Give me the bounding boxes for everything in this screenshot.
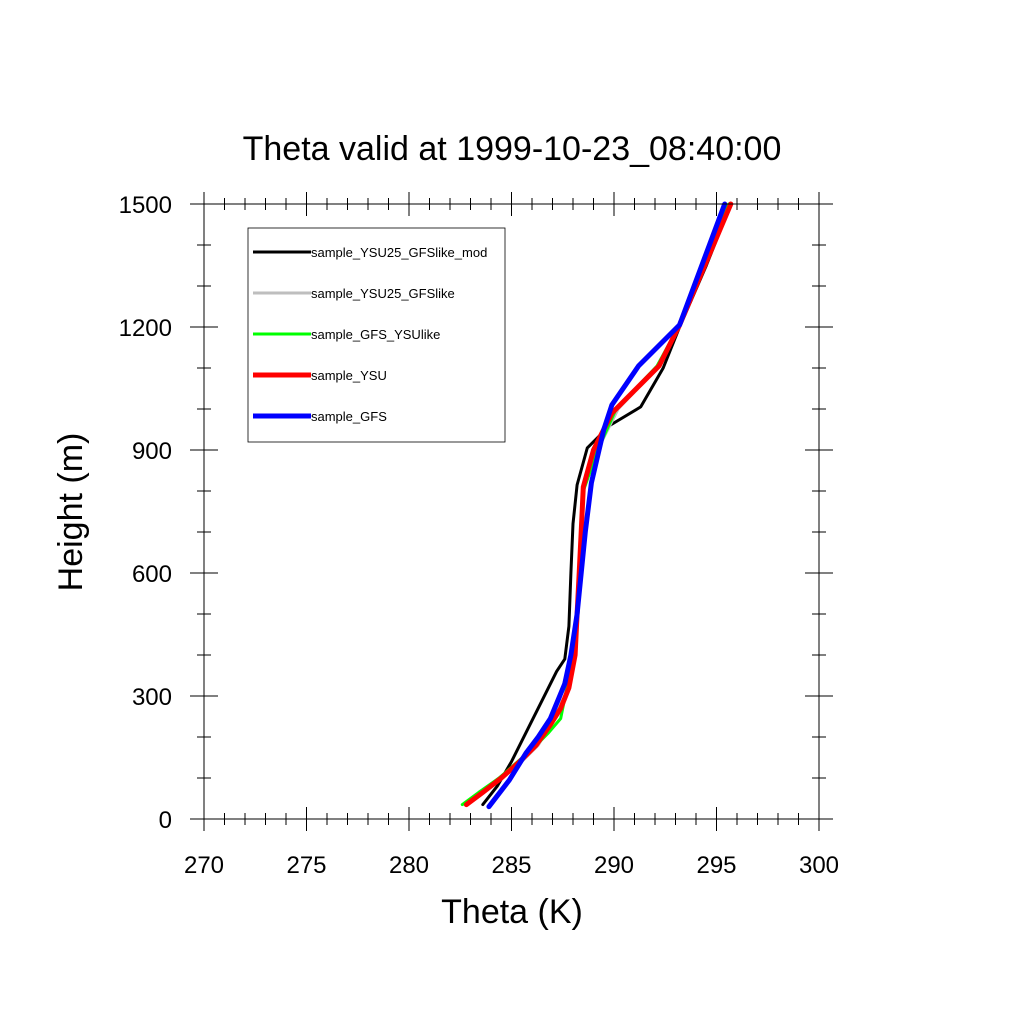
legend-label: sample_GFS_YSUlike: [311, 327, 440, 342]
legend-label: sample_YSU25_GFSlike_mod: [311, 245, 487, 260]
y-tick-label: 1200: [119, 315, 172, 342]
y-tick-label: 1500: [119, 192, 172, 219]
x-tick-label: 295: [696, 852, 736, 879]
y-tick-label: 0: [159, 807, 172, 834]
legend-label: sample_YSU: [311, 368, 387, 383]
series-line-sample_YSU25_GFSlike_mod: [481, 202, 733, 807]
legend: sample_YSU25_GFSlike_mod sample_YSU25_GFS…: [247, 227, 506, 443]
x-axis-title: Theta (K): [441, 893, 583, 931]
plot-series: [460, 201, 734, 810]
x-tick-label: 270: [184, 852, 224, 879]
x-tick-label: 280: [389, 852, 429, 879]
x-tick-label: 285: [491, 852, 531, 879]
y-tick-label: 600: [132, 561, 172, 588]
y-tick-label: 300: [132, 684, 172, 711]
x-tick-label: 290: [594, 852, 634, 879]
y-tick-label: 900: [132, 438, 172, 465]
x-tick-label: 275: [286, 852, 326, 879]
x-tick-label: 300: [799, 852, 839, 879]
axis-tick-labels: 270 275 280 285 290 295 300 0 300 600 900 1200 1500: [119, 192, 839, 879]
series-line-sample_GFS: [486, 201, 728, 810]
legend-label: sample_YSU25_GFSlike: [311, 286, 455, 301]
legend-label: sample_GFS: [311, 409, 387, 424]
y-axis-title: Height (m): [52, 433, 90, 592]
plot-frame: [203, 203, 820, 820]
chart-title: Theta valid at 1999-10-23_08:40:00: [243, 130, 782, 168]
